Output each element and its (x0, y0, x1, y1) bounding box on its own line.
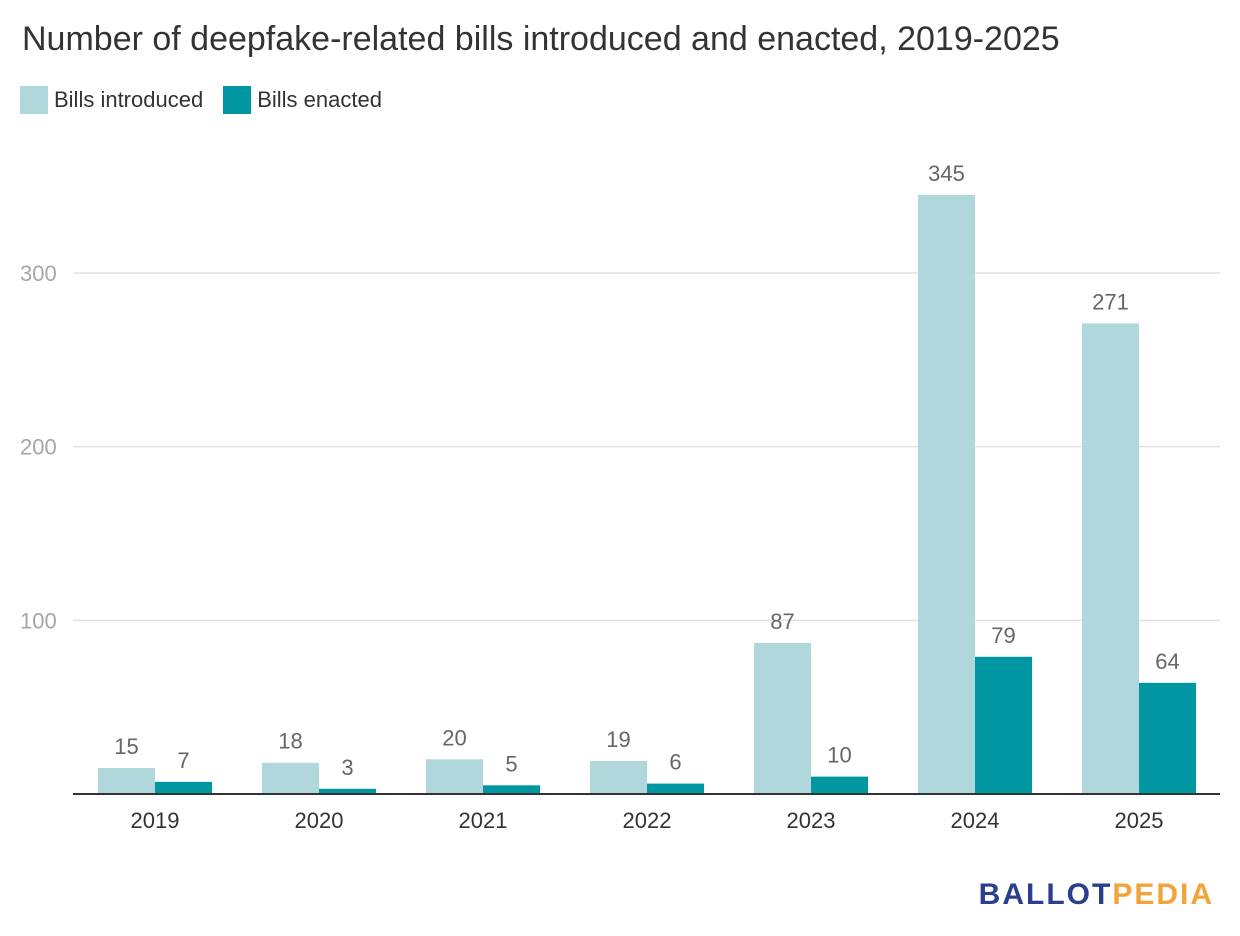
bar-enacted (483, 785, 540, 794)
x-tick-label: 2023 (787, 808, 836, 833)
data-label: 19 (606, 727, 630, 752)
bar-enacted (975, 656, 1032, 794)
bar-introduced (98, 767, 155, 794)
data-label: 271 (1092, 289, 1129, 314)
legend: Bills introduced Bills enacted (20, 86, 402, 114)
data-label: 345 (928, 161, 965, 186)
x-tick-label: 2021 (459, 808, 508, 833)
legend-item-introduced: Bills introduced (20, 86, 203, 114)
bar-introduced (262, 762, 319, 794)
bar-introduced (590, 761, 647, 794)
data-label: 79 (991, 623, 1015, 648)
x-tick-label: 2019 (131, 808, 180, 833)
bar-enacted (647, 783, 704, 794)
legend-label-enacted: Bills enacted (257, 87, 382, 112)
bar-introduced (426, 759, 483, 794)
y-tick-label: 300 (20, 261, 57, 286)
bar-introduced (754, 642, 811, 794)
data-label: 5 (505, 751, 517, 776)
x-tick-label: 2025 (1115, 808, 1164, 833)
y-tick-label: 100 (20, 608, 57, 633)
bar-enacted (319, 788, 376, 794)
x-tick-label: 2020 (295, 808, 344, 833)
data-label: 20 (442, 725, 466, 750)
bar-enacted (155, 781, 212, 794)
bar-introduced (918, 194, 975, 795)
bar-introduced (1082, 323, 1139, 794)
chart-title: Number of deepfake-related bills introdu… (22, 20, 1060, 58)
data-label: 64 (1155, 649, 1179, 674)
bar-chart: 1002003001572019183202020520211962022871… (20, 161, 1220, 833)
legend-item-enacted: Bills enacted (223, 86, 382, 114)
legend-label-introduced: Bills introduced (54, 87, 204, 112)
data-label: 15 (114, 734, 138, 759)
data-label: 3 (341, 755, 353, 780)
data-label: 6 (669, 750, 681, 775)
legend-swatch-enacted (223, 86, 252, 114)
ballotpedia-logo: BALLOTPEDIA (978, 878, 1214, 911)
data-label: 87 (770, 609, 794, 634)
legend-swatch-introduced (20, 86, 48, 114)
data-label: 18 (278, 729, 302, 754)
y-tick-label: 200 (20, 435, 57, 460)
x-tick-label: 2022 (623, 808, 672, 833)
bar-enacted (1139, 682, 1196, 794)
x-tick-label: 2024 (951, 808, 1000, 833)
data-label: 7 (177, 748, 189, 773)
data-label: 10 (827, 743, 851, 768)
bar-enacted (811, 776, 868, 794)
